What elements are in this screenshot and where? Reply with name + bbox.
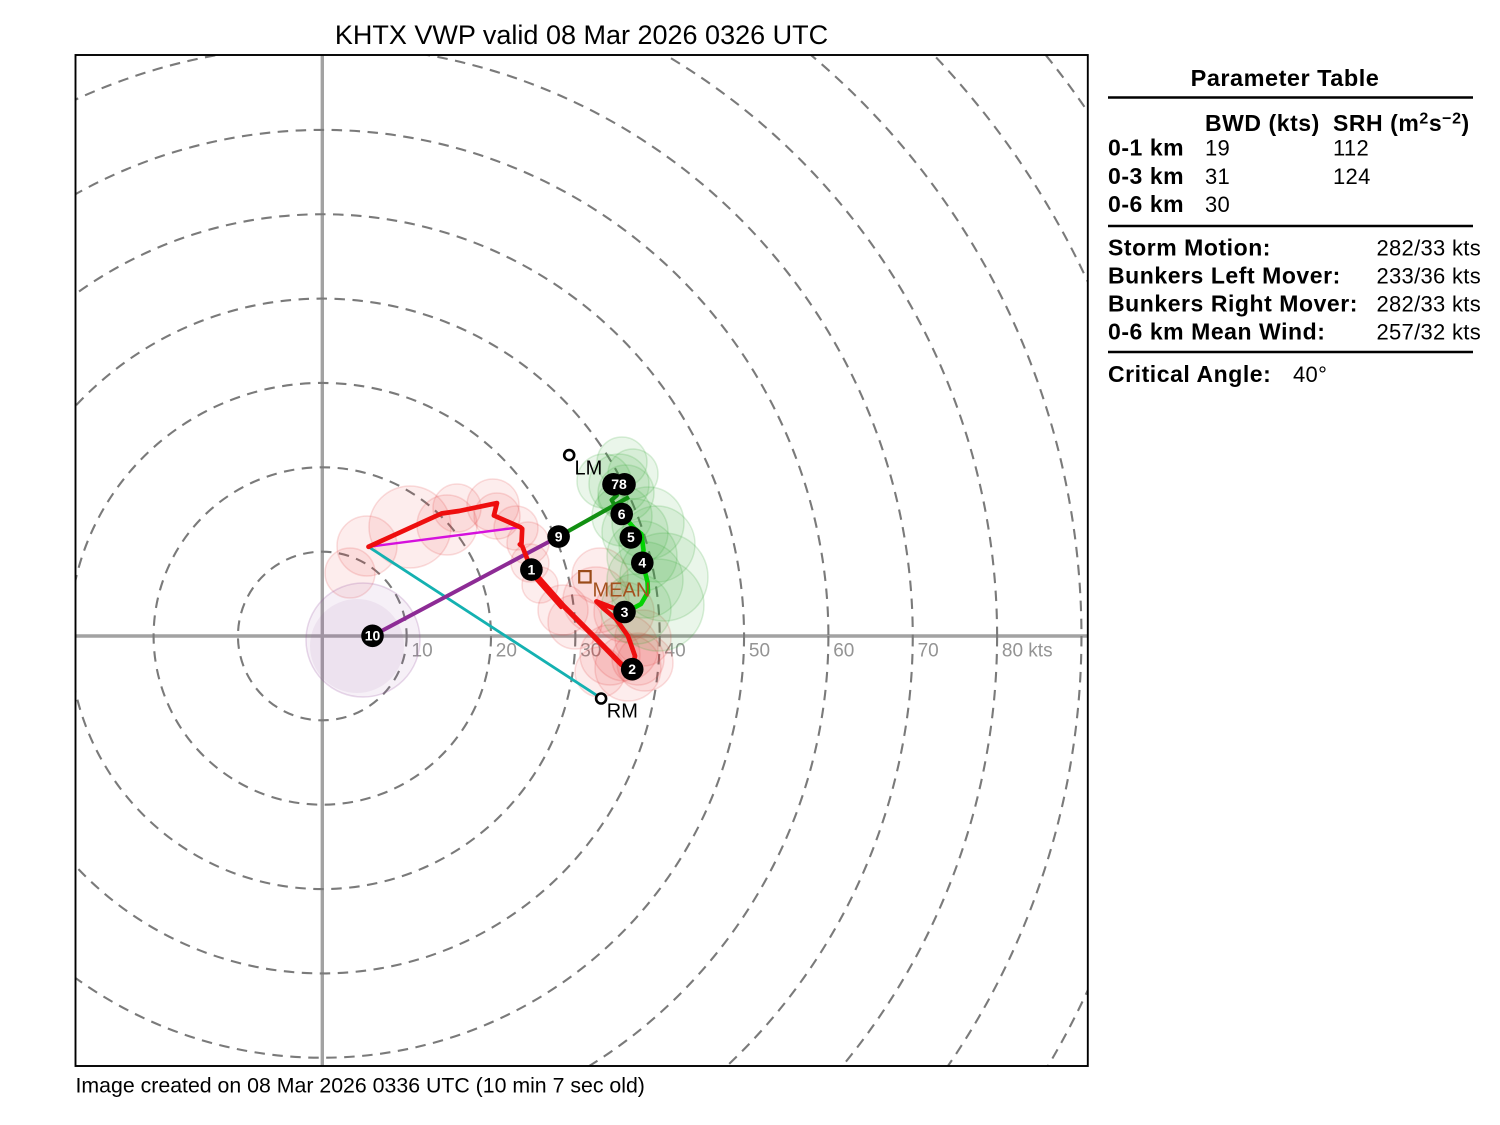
svg-text:0-6 km Mean Wind:: 0-6 km Mean Wind: — [1108, 318, 1325, 344]
svg-text:Critical Angle:: Critical Angle: — [1108, 361, 1271, 387]
svg-text:80 kts: 80 kts — [1002, 641, 1053, 662]
svg-text:30: 30 — [1205, 192, 1230, 217]
svg-text:SRH (m2s−2): SRH (m2s−2) — [1333, 110, 1470, 136]
svg-text:10: 10 — [412, 641, 433, 662]
svg-text:20: 20 — [496, 641, 517, 662]
svg-text:257/32 kts: 257/32 kts — [1376, 319, 1481, 344]
svg-text:BWD (kts): BWD (kts) — [1205, 110, 1320, 136]
svg-text:5: 5 — [627, 529, 635, 545]
svg-text:6: 6 — [618, 506, 626, 522]
svg-text:0-6 km: 0-6 km — [1108, 191, 1184, 217]
svg-text:4: 4 — [638, 555, 646, 571]
svg-text:19: 19 — [1205, 136, 1230, 161]
svg-text:Bunkers Left Mover:: Bunkers Left Mover: — [1108, 262, 1341, 288]
svg-text:9: 9 — [555, 528, 563, 544]
svg-text:233/36 kts: 233/36 kts — [1376, 263, 1481, 288]
svg-text:LM: LM — [575, 458, 603, 480]
svg-text:124: 124 — [1333, 164, 1371, 189]
svg-text:282/33 kts: 282/33 kts — [1376, 291, 1481, 316]
svg-text:60: 60 — [833, 641, 854, 662]
svg-text:112: 112 — [1333, 136, 1369, 161]
svg-text:0-1 km: 0-1 km — [1108, 135, 1184, 161]
svg-text:40°: 40° — [1293, 362, 1327, 387]
svg-text:78: 78 — [611, 476, 627, 492]
svg-text:Bunkers Right Mover:: Bunkers Right Mover: — [1108, 290, 1358, 316]
svg-text:3: 3 — [621, 604, 629, 620]
svg-text:50: 50 — [749, 641, 770, 662]
svg-text:2: 2 — [628, 661, 636, 677]
svg-text:70: 70 — [918, 641, 939, 662]
svg-text:KHTX VWP valid 08 Mar 2026 032: KHTX VWP valid 08 Mar 2026 0326 UTC — [335, 20, 828, 50]
svg-text:RM: RM — [607, 701, 638, 723]
svg-text:40: 40 — [665, 641, 686, 662]
svg-text:Storm Motion:: Storm Motion: — [1108, 234, 1271, 260]
svg-text:0-3 km: 0-3 km — [1108, 163, 1184, 189]
svg-text:Parameter Table: Parameter Table — [1191, 65, 1380, 91]
svg-text:282/33 kts: 282/33 kts — [1376, 235, 1481, 260]
svg-text:30: 30 — [580, 641, 601, 662]
svg-text:MEAN: MEAN — [593, 580, 651, 602]
svg-text:1: 1 — [528, 561, 536, 577]
svg-text:10: 10 — [365, 628, 381, 644]
svg-text:31: 31 — [1205, 164, 1230, 189]
svg-text:Image created on 08 Mar 2026 0: Image created on 08 Mar 2026 0336 UTC (1… — [76, 1074, 645, 1098]
